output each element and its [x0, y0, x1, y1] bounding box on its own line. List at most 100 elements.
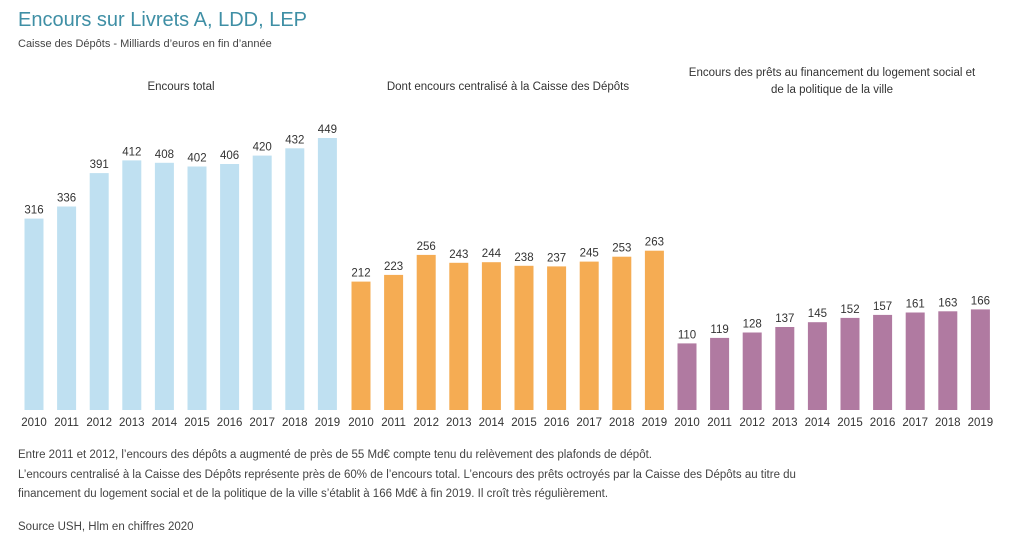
bar-series-3-2019: [970, 309, 990, 410]
bar-series-3-2014: [807, 322, 827, 410]
panel-title-1-line-1: Encours total: [147, 81, 214, 93]
bar-series-2-2013: [449, 262, 469, 410]
note-line-2: L’encours centralisé à la Caisse des Dép…: [18, 469, 796, 481]
x-tick-label-series-1-2016: 2016: [217, 417, 243, 429]
data-label-series-1-2015: 402: [187, 153, 206, 165]
bar-series-3-2011: [710, 337, 730, 410]
x-tick-label-series-1-2015: 2015: [184, 417, 210, 429]
x-tick-label-series-2-2014: 2014: [479, 417, 505, 429]
data-label-series-1-2019: 449: [318, 124, 337, 136]
bar-series-3-2017: [905, 312, 925, 410]
source-note: Source USH, Hlm en chiffres 2020: [18, 521, 194, 533]
bar-series-3-2018: [938, 311, 958, 410]
data-label-series-3-2016: 157: [873, 301, 892, 313]
panel-title-3-line-1: Encours des prêts au financement du loge…: [689, 67, 976, 79]
x-tick-label-series-3-2013: 2013: [772, 417, 798, 429]
x-tick-label-series-1-2014: 2014: [152, 417, 178, 429]
data-label-series-3-2019: 166: [971, 295, 990, 307]
x-tick-label-series-3-2019: 2019: [968, 417, 994, 429]
x-tick-label-series-3-2015: 2015: [837, 417, 863, 429]
bar-chart: Encours total 316 2010 336 2011 391 2012 412 201…: [21, 67, 994, 429]
bar-series-1-2013: [122, 160, 142, 410]
chart-subtitle: Caisse des Dépôts - Milliards d’euros en…: [18, 38, 272, 50]
x-tick-label-series-2-2015: 2015: [511, 417, 537, 429]
bar-series-1-2010: [24, 218, 44, 410]
bar-series-1-2014: [154, 162, 174, 410]
x-tick-label-series-1-2011: 2011: [54, 417, 79, 429]
x-tick-label-series-2-2017: 2017: [576, 417, 602, 429]
bar-series-1-2016: [220, 164, 240, 410]
bar-series-2-2010: [351, 281, 371, 410]
data-label-series-1-2017: 420: [253, 142, 272, 154]
bar-series-3-2016: [873, 314, 893, 410]
data-label-series-1-2016: 406: [220, 150, 239, 162]
x-tick-label-series-1-2013: 2013: [119, 417, 145, 429]
bar-series-2-2014: [481, 262, 501, 410]
data-label-series-2-2011: 223: [384, 261, 403, 273]
panel-title-2-line-1: Dont encours centralisé à la Caisse des …: [387, 81, 630, 93]
chart-title: Encours sur Livrets A, LDD, LEP: [18, 9, 308, 31]
data-label-series-3-2010: 110: [678, 329, 696, 341]
x-tick-label-series-2-2019: 2019: [642, 417, 668, 429]
bar-series-1-2012: [89, 173, 109, 410]
bar-series-1-2019: [317, 138, 337, 410]
data-label-series-3-2018: 163: [938, 297, 957, 309]
data-label-series-2-2017: 245: [580, 248, 599, 260]
data-label-series-3-2011: 119: [710, 324, 728, 336]
bar-series-3-2012: [742, 332, 762, 410]
bar-series-1-2017: [252, 155, 272, 410]
data-label-series-1-2014: 408: [155, 149, 174, 161]
x-tick-label-series-2-2016: 2016: [544, 417, 570, 429]
bar-series-2-2011: [384, 274, 404, 410]
data-label-series-1-2012: 391: [90, 159, 109, 171]
x-tick-label-series-2-2018: 2018: [609, 417, 635, 429]
x-tick-label-series-3-2016: 2016: [870, 417, 896, 429]
data-label-series-3-2015: 152: [840, 304, 859, 316]
bar-series-2-2018: [612, 256, 632, 410]
data-label-series-3-2012: 128: [743, 319, 762, 331]
data-label-series-1-2011: 336: [57, 193, 76, 205]
data-label-series-2-2010: 212: [351, 268, 370, 280]
data-label-series-3-2014: 145: [808, 308, 827, 320]
bar-series-1-2018: [285, 148, 305, 411]
x-tick-label-series-3-2014: 2014: [805, 417, 831, 429]
x-tick-label-series-2-2010: 2010: [348, 417, 374, 429]
x-tick-label-series-1-2019: 2019: [315, 417, 341, 429]
data-label-series-1-2010: 316: [24, 205, 43, 217]
x-tick-label-series-1-2018: 2018: [282, 417, 308, 429]
data-label-series-2-2012: 256: [417, 241, 436, 253]
note-line-3: financement du logement social et de la …: [18, 488, 609, 500]
data-label-series-2-2018: 253: [612, 243, 631, 255]
bar-series-2-2016: [547, 266, 567, 410]
data-label-series-2-2015: 238: [514, 252, 533, 264]
data-label-series-2-2016: 237: [547, 252, 566, 264]
data-label-series-2-2014: 244: [482, 248, 502, 260]
x-tick-label-series-2-2012: 2012: [413, 417, 439, 429]
data-label-series-2-2013: 243: [449, 249, 468, 261]
data-label-series-3-2017: 161: [906, 299, 925, 311]
bar-series-3-2015: [840, 317, 860, 410]
x-tick-label-series-3-2010: 2010: [674, 417, 700, 429]
x-tick-label-series-1-2010: 2010: [21, 417, 47, 429]
x-tick-label-series-3-2011: 2011: [707, 417, 732, 429]
x-tick-label-series-1-2012: 2012: [86, 417, 112, 429]
data-label-series-1-2018: 432: [285, 134, 304, 146]
x-tick-label-series-1-2017: 2017: [249, 417, 275, 429]
x-tick-label-series-3-2012: 2012: [739, 417, 765, 429]
x-tick-label-series-3-2017: 2017: [902, 417, 928, 429]
x-tick-label-series-2-2011: 2011: [381, 417, 406, 429]
bar-series-3-2010: [677, 343, 697, 410]
bar-series-1-2011: [57, 206, 77, 410]
note-line-1: Entre 2011 et 2012, l’encours des dépôts…: [18, 449, 652, 461]
bar-series-3-2013: [775, 327, 795, 410]
bar-series-2-2019: [644, 250, 664, 410]
data-label-series-3-2013: 137: [775, 313, 794, 325]
data-label-series-1-2013: 412: [122, 146, 141, 158]
bar-series-2-2012: [416, 254, 436, 410]
x-tick-label-series-3-2018: 2018: [935, 417, 961, 429]
bar-series-1-2015: [187, 166, 207, 410]
panel-title-3-line-2: de la politique de la ville: [771, 84, 893, 96]
bar-series-2-2017: [579, 261, 599, 410]
x-tick-label-series-2-2013: 2013: [446, 417, 472, 429]
bar-series-2-2015: [514, 265, 534, 410]
